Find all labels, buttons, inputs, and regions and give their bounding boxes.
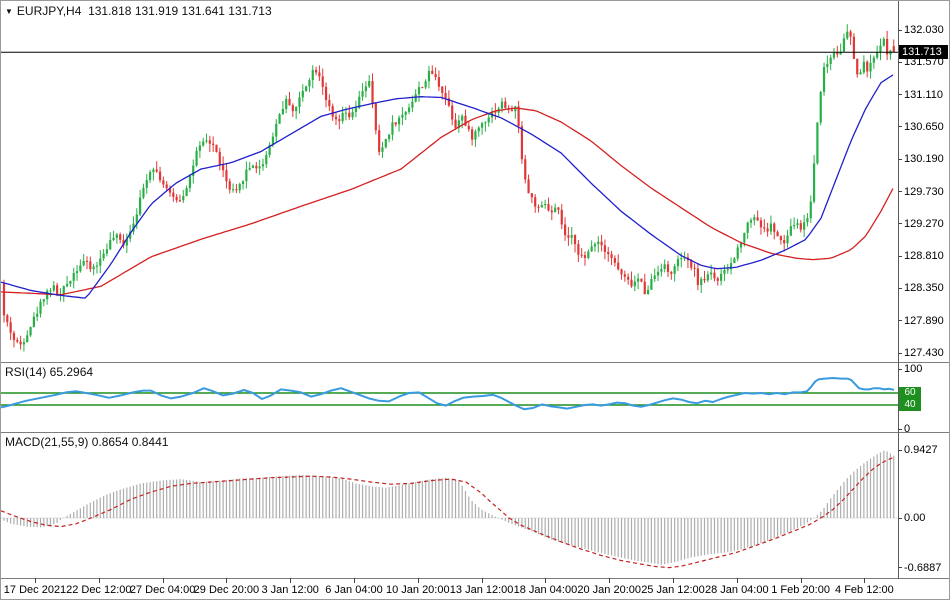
macd-axis-label: 0.9427 xyxy=(904,444,938,457)
time-tick xyxy=(800,578,802,583)
time-tick xyxy=(481,578,483,583)
macd-tick xyxy=(898,517,902,519)
price-axis-label: 127.430 xyxy=(904,347,944,359)
price-tick xyxy=(898,94,902,96)
price-axis-label: 127.890 xyxy=(904,314,944,327)
rsi-tick xyxy=(898,428,902,430)
time-tick xyxy=(162,578,164,583)
price-axis-label: 130.190 xyxy=(904,153,944,166)
price-tick xyxy=(898,223,902,225)
price-tick xyxy=(898,191,902,192)
price-tick xyxy=(898,126,902,128)
rsi-label: RSI(14) 65.2964 xyxy=(5,365,94,379)
chart-title: ▼ EURJPY,H4 131.818 131.919 131.641 131.7… xyxy=(5,4,272,18)
time-axis-label: 20 Jan 20:00 xyxy=(577,584,641,596)
time-axis-label: 22 Dec 12:00 xyxy=(66,584,132,596)
time-axis-label: 25 Jan 12:00 xyxy=(641,584,705,596)
time-axis-label: 27 Dec 04:00 xyxy=(129,584,196,596)
macd-pane[interactable] xyxy=(1,433,898,578)
price-axis-label: 129.270 xyxy=(904,217,944,230)
time-axis-label: 29 Dec 20:00 xyxy=(193,584,260,596)
rsi-axis-label: 100 xyxy=(904,363,923,375)
macd-tick xyxy=(898,449,902,451)
time-axis-label: 13 Jan 12:00 xyxy=(449,584,514,596)
time-tick xyxy=(545,578,547,583)
time-tick xyxy=(35,578,36,583)
time-axis-label: 18 Jan 04:00 xyxy=(513,584,578,596)
rsi-level-badge: 40 xyxy=(899,399,921,411)
time-tick xyxy=(736,578,738,583)
price-tick xyxy=(898,287,902,289)
pane-separator-bottom xyxy=(1,578,949,579)
time-tick xyxy=(290,578,292,583)
time-tick xyxy=(609,578,611,583)
pane-separator-rsi-macd[interactable] xyxy=(1,432,949,433)
ohlc-open: 131.818 xyxy=(88,4,132,18)
price-tick xyxy=(898,158,902,160)
time-tick xyxy=(864,578,866,583)
time-axis-label: 10 Jan 20:00 xyxy=(385,584,450,596)
price-tick xyxy=(898,320,902,322)
rsi-level-badge: 60 xyxy=(899,387,921,399)
ohlc-low: 131.641 xyxy=(181,4,225,18)
current-price-badge: 131.713 xyxy=(899,45,948,60)
ohlc-high: 131.919 xyxy=(134,4,179,18)
pane-separator-main-rsi[interactable] xyxy=(1,362,949,363)
price-axis-label: 131.110 xyxy=(904,88,943,101)
time-tick xyxy=(417,578,419,583)
time-axis-label: 6 Jan 04:00 xyxy=(325,584,383,596)
price-axis-label: 129.730 xyxy=(904,185,944,198)
candlestick-plot[interactable] xyxy=(1,1,898,362)
time-axis-label: 1 Feb 20:00 xyxy=(771,584,830,596)
macd-tick xyxy=(898,567,902,569)
price-axis-label: 128.350 xyxy=(904,282,944,295)
time-axis-label: 17 Dec 2021 xyxy=(3,584,67,596)
price-tick xyxy=(898,29,902,31)
time-tick xyxy=(354,578,355,583)
symbol-timeframe: EURJPY,H4 xyxy=(16,4,82,18)
macd-axis-label: 0.00 xyxy=(904,512,926,524)
time-tick xyxy=(673,578,674,583)
price-tick xyxy=(898,61,902,63)
price-axis-label: 131.570 xyxy=(904,56,944,69)
time-tick xyxy=(226,578,228,583)
rsi-tick xyxy=(898,368,902,370)
price-axis-border xyxy=(898,1,899,579)
price-axis-label: 132.030 xyxy=(904,24,944,36)
time-tick xyxy=(98,578,100,583)
time-axis-label: 4 Feb 12:00 xyxy=(835,584,894,596)
price-axis-label: 128.810 xyxy=(904,250,944,263)
macd-plot[interactable] xyxy=(1,433,898,578)
price-tick xyxy=(898,352,902,354)
macd-axis-label: -0.6887 xyxy=(904,561,942,574)
ohlc-close: 131.713 xyxy=(228,4,272,18)
macd-label: MACD(21,55,9) 0.8654 0.8441 xyxy=(5,435,169,449)
rsi-axis-label: 0 xyxy=(904,423,911,435)
time-axis-label: 3 Jan 12:00 xyxy=(261,584,319,596)
time-axis-label: 28 Jan 04:00 xyxy=(704,584,769,596)
price-tick xyxy=(898,255,902,257)
rsi-plot[interactable] xyxy=(1,363,898,432)
main-chart-pane[interactable] xyxy=(1,1,898,362)
price-axis-label: 130.650 xyxy=(904,120,944,133)
rsi-pane[interactable] xyxy=(1,363,898,432)
symbol-dropdown-arrow-icon[interactable]: ▼ xyxy=(5,7,13,16)
